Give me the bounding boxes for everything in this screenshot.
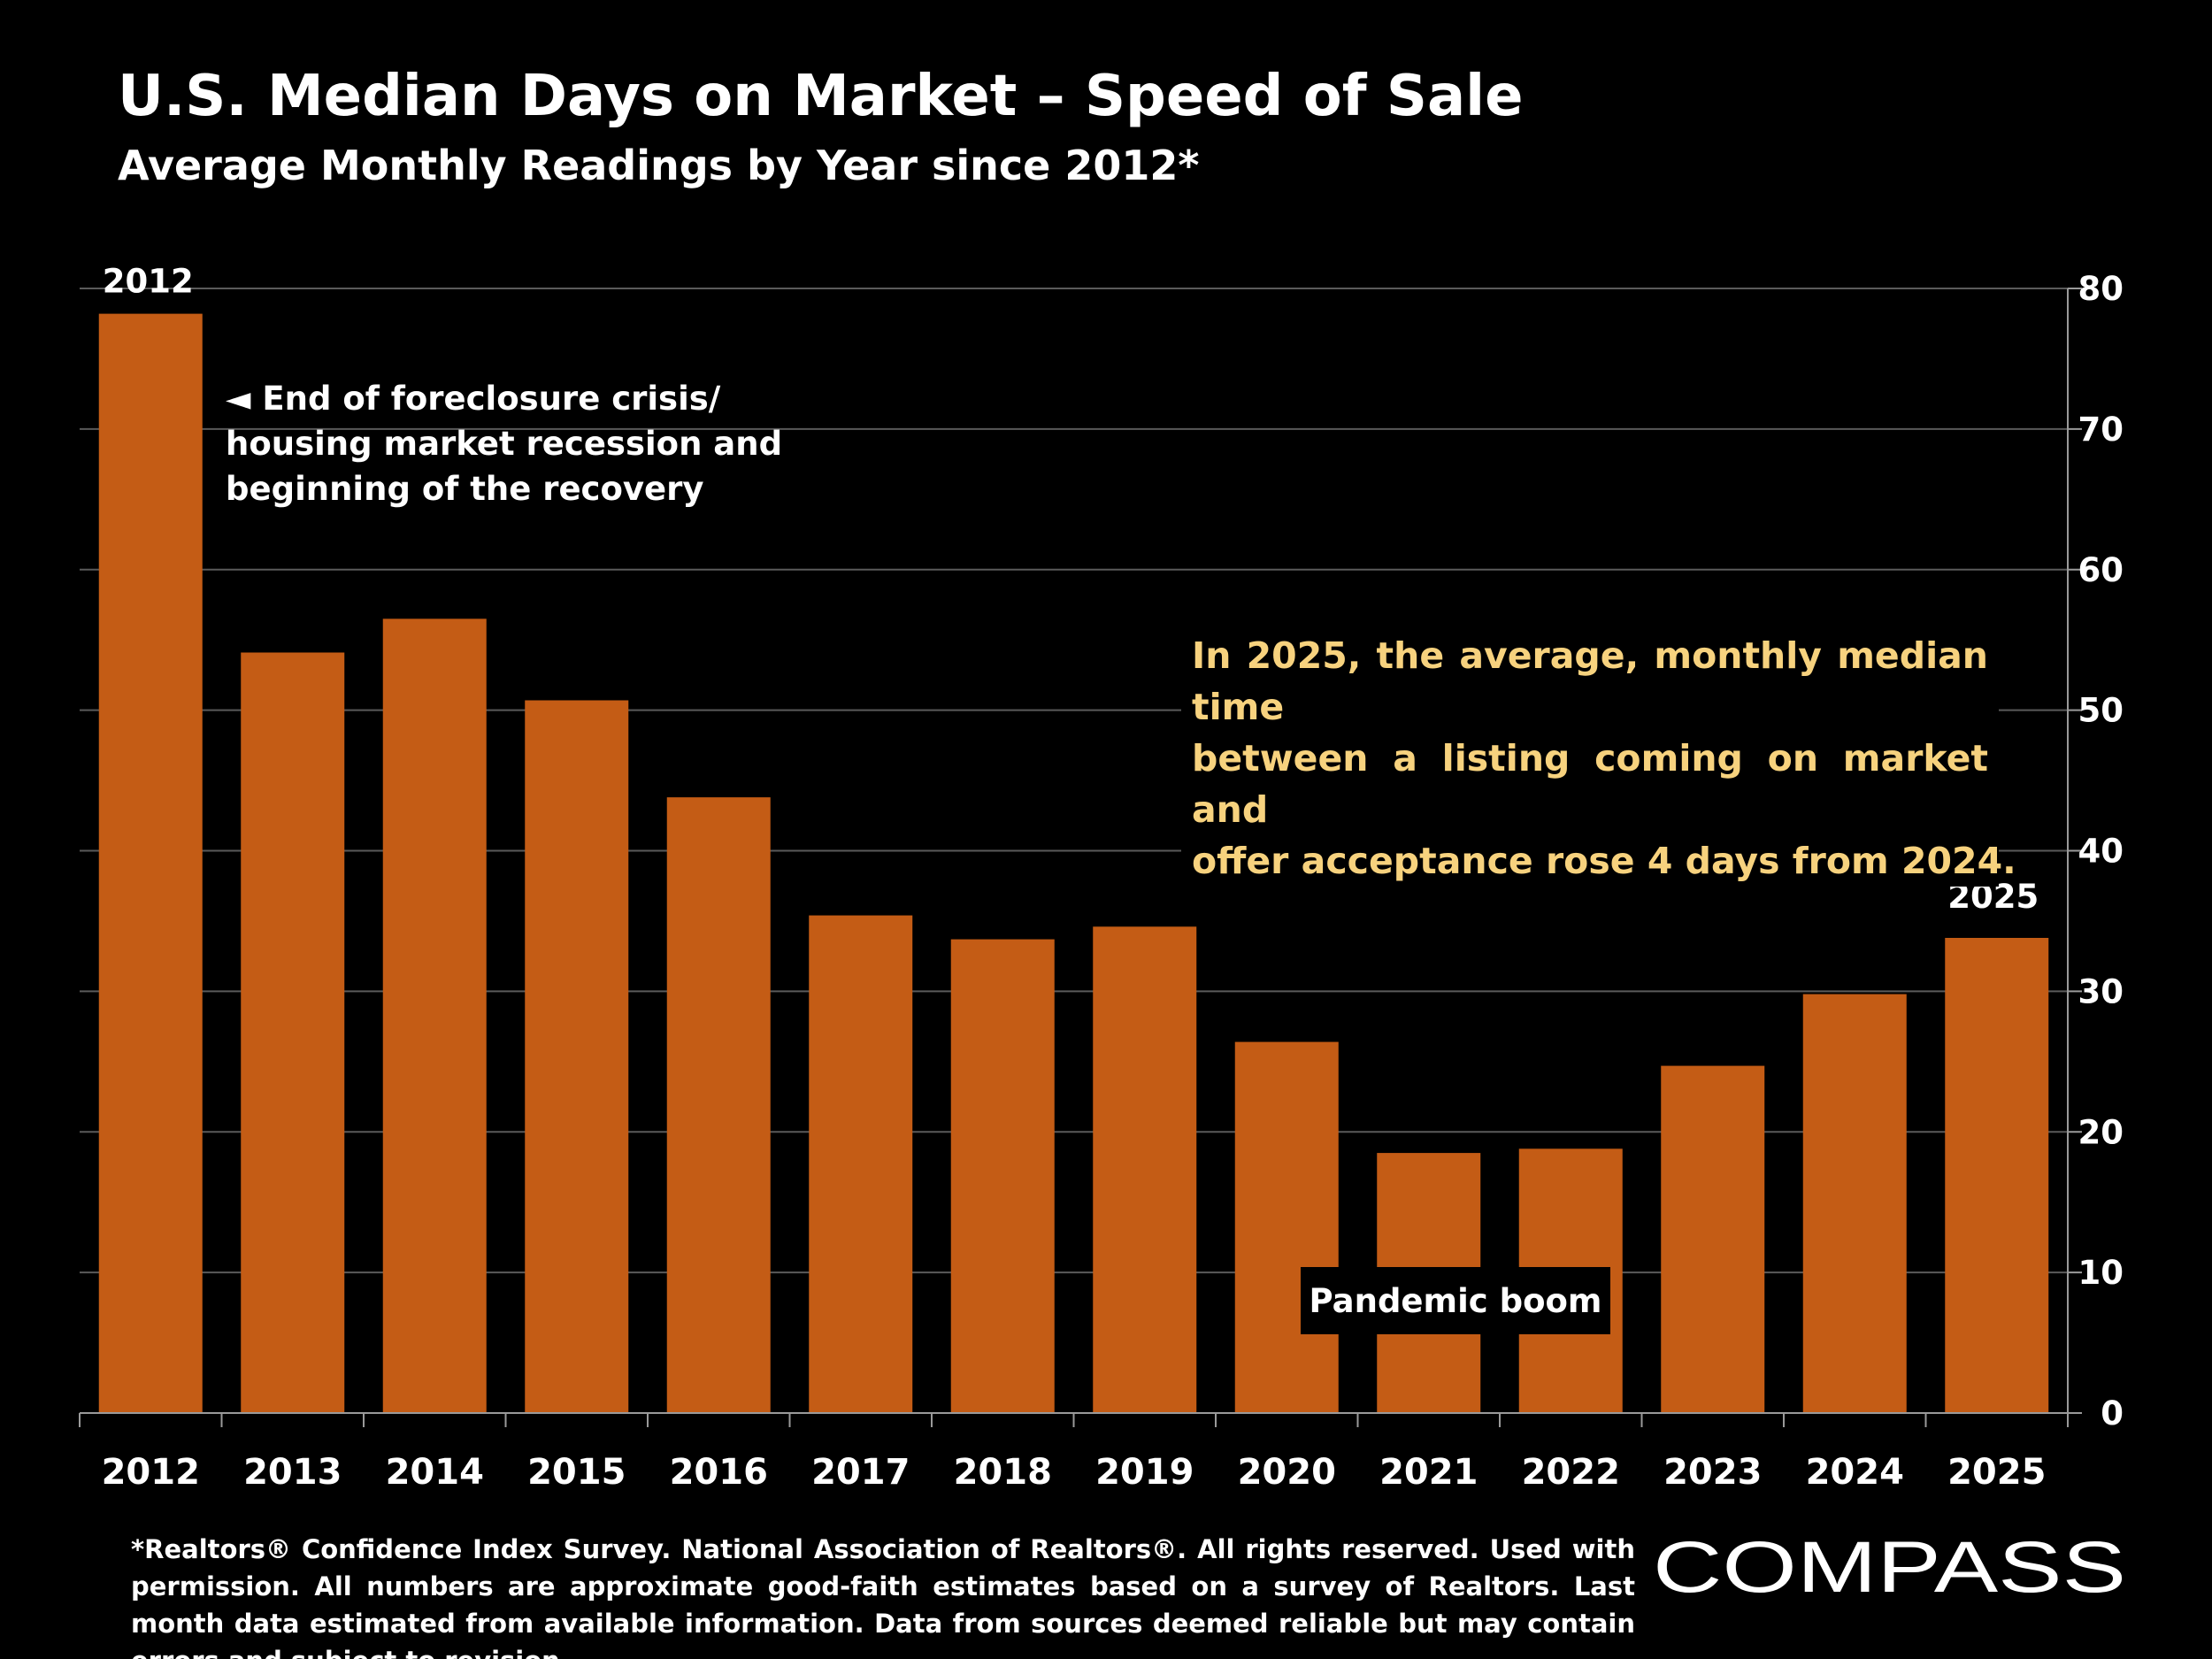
bar bbox=[1093, 926, 1197, 1413]
note-2025-line: offer acceptance rose 4 days from 2024. bbox=[1192, 840, 2016, 882]
bar-label: 2012 bbox=[103, 263, 194, 301]
note-2025-annotation: In 2025, the average, monthly median tim… bbox=[1181, 630, 2016, 887]
x-tick-label: 2022 bbox=[1522, 1452, 1620, 1493]
x-tick-label: 2021 bbox=[1379, 1452, 1478, 1493]
crisis-annotation-line: beginning of the recovery bbox=[226, 470, 704, 508]
bar bbox=[1802, 994, 1907, 1413]
bar bbox=[1661, 1065, 1765, 1413]
x-tick-label: 2017 bbox=[811, 1452, 910, 1493]
crisis-annotation-line: ◄ End of foreclosure crisis/ bbox=[226, 380, 721, 418]
y-tick-label: 20 bbox=[2078, 1113, 2124, 1151]
crisis-annotation-line: housing market recession and bbox=[226, 425, 783, 463]
x-tick-label: 2012 bbox=[102, 1452, 200, 1493]
y-tick-label: 10 bbox=[2078, 1254, 2124, 1292]
x-tick-label: 2019 bbox=[1095, 1452, 1194, 1493]
bar bbox=[950, 939, 1055, 1413]
x-tick-label: 2020 bbox=[1238, 1452, 1336, 1493]
x-tick-label: 2014 bbox=[386, 1452, 484, 1493]
bar bbox=[666, 797, 771, 1413]
note-2025-line: In 2025, the average, monthly median tim… bbox=[1192, 634, 1988, 728]
note-2025-line: between a listing coming on market and bbox=[1192, 737, 1988, 831]
compass-logo: COMPASS bbox=[1653, 1527, 2126, 1606]
bar bbox=[241, 652, 345, 1413]
x-tick-label: 2024 bbox=[1806, 1452, 1904, 1493]
bar bbox=[382, 618, 487, 1413]
y-tick-label: 0 bbox=[2101, 1394, 2124, 1432]
bar bbox=[809, 915, 913, 1413]
bar bbox=[1945, 938, 2049, 1413]
y-tick-label: 50 bbox=[2078, 692, 2124, 730]
page-title: U.S. Median Days on Market – Speed of Sa… bbox=[118, 64, 1524, 129]
y-tick-label: 80 bbox=[2078, 270, 2124, 308]
x-tick-label: 2025 bbox=[1947, 1452, 2046, 1493]
compass-logo-text: COMPASS bbox=[1653, 1527, 2126, 1606]
x-tick-label: 2016 bbox=[670, 1452, 768, 1493]
y-tick-label: 30 bbox=[2078, 972, 2124, 1010]
y-tick-label: 60 bbox=[2078, 551, 2124, 589]
page-subtitle: Average Monthly Readings by Year since 2… bbox=[118, 142, 1200, 189]
y-tick-label: 70 bbox=[2078, 411, 2124, 449]
footnote: *Realtors® Confidence Index Survey. Nati… bbox=[131, 1534, 1635, 1659]
bar bbox=[525, 700, 629, 1413]
x-tick-label: 2023 bbox=[1663, 1452, 1762, 1493]
y-tick-label: 40 bbox=[2078, 833, 2124, 871]
pandemic-label: Pandemic boom bbox=[1301, 1267, 1610, 1334]
bar bbox=[98, 313, 203, 1413]
bar bbox=[1234, 1041, 1339, 1413]
crisis-annotation: ◄ End of foreclosure crisis/ housing mar… bbox=[226, 376, 782, 511]
x-tick-label: 2013 bbox=[243, 1452, 342, 1493]
x-tick-label: 2015 bbox=[527, 1452, 626, 1493]
x-tick-label: 2018 bbox=[954, 1452, 1052, 1493]
